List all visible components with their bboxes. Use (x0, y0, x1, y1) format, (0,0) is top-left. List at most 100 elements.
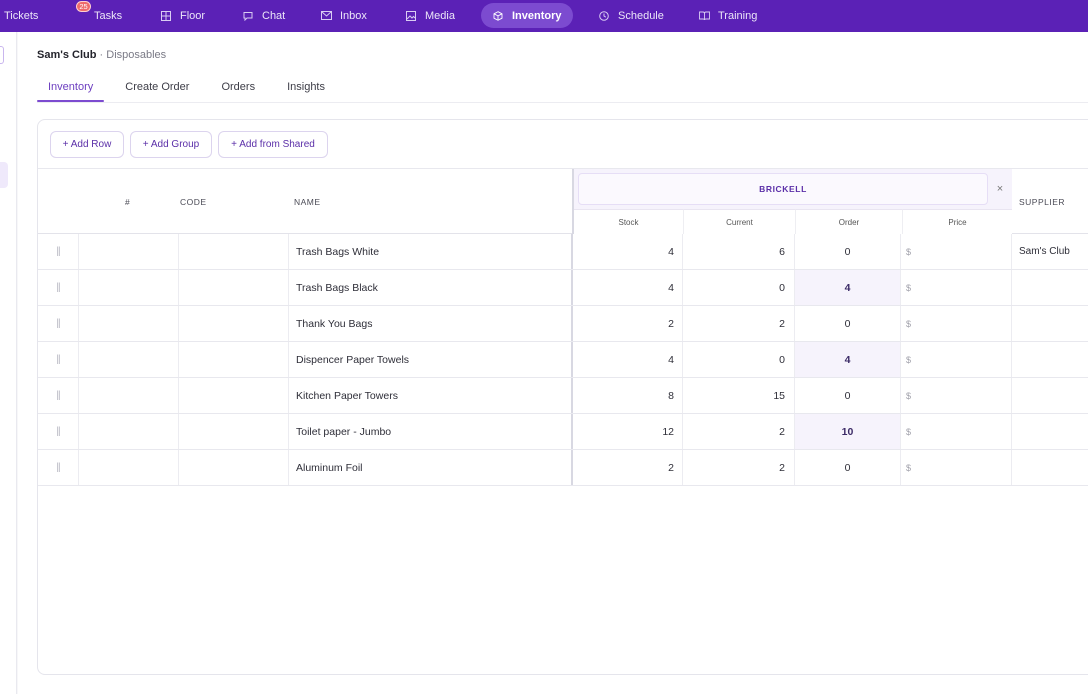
header-name[interactable]: NAME (294, 197, 321, 207)
add-group-button[interactable]: + Add Group (130, 131, 212, 158)
order-cell[interactable]: 0 (844, 461, 851, 474)
supplier-cell[interactable] (1019, 414, 1088, 449)
location-name[interactable]: BRICKELL (578, 173, 988, 205)
close-icon[interactable]: × (996, 183, 1004, 195)
top-nav: Tickets 25 Tasks Floor Chat Inbox Media … (0, 0, 1088, 32)
code-cell[interactable] (179, 342, 288, 377)
nav-item-media[interactable]: Media (405, 3, 455, 28)
column-divider (288, 306, 289, 341)
row-number-cell[interactable] (79, 306, 178, 341)
price-cell[interactable]: $ (906, 354, 912, 365)
item-name-cell[interactable]: Toilet paper - Jumbo (296, 425, 392, 438)
header-code[interactable]: CODE (180, 197, 207, 207)
supplier-cell[interactable] (1019, 378, 1088, 413)
tab-insights[interactable]: Insights (287, 81, 325, 93)
supplier-cell[interactable] (1019, 306, 1088, 341)
row-number-cell[interactable] (79, 414, 178, 449)
order-cell[interactable]: 0 (844, 245, 851, 258)
stock-cell[interactable]: 2 (668, 461, 674, 474)
drag-handle-icon[interactable]: || (56, 426, 60, 437)
price-cell[interactable]: $ (906, 318, 912, 329)
nav-item-schedule[interactable]: Schedule (598, 3, 664, 28)
nav-item-floor[interactable]: Floor (160, 3, 205, 28)
stock-cell[interactable]: 2 (668, 317, 674, 330)
table-row[interactable]: || Dispencer Paper Towels 4 0 4 $ (38, 342, 1088, 378)
order-cell[interactable]: 4 (795, 270, 900, 305)
code-cell[interactable] (179, 414, 288, 449)
item-name-cell[interactable]: Aluminum Foil (296, 461, 363, 474)
drag-handle-icon[interactable]: || (56, 318, 60, 329)
rail-selected-item[interactable] (0, 162, 8, 188)
price-cell[interactable]: $ (906, 462, 912, 473)
item-name-cell[interactable]: Dispencer Paper Towels (296, 353, 410, 366)
row-number-cell[interactable] (79, 378, 178, 413)
code-cell[interactable] (179, 378, 288, 413)
column-divider (1011, 234, 1012, 269)
code-cell[interactable] (179, 450, 288, 485)
supplier-cell[interactable] (1019, 342, 1088, 377)
tab-create-order[interactable]: Create Order (125, 81, 190, 93)
current-cell[interactable]: 0 (779, 353, 785, 366)
price-cell[interactable]: $ (906, 282, 912, 293)
column-divider (178, 306, 179, 341)
nav-item-inventory[interactable]: Inventory (481, 3, 573, 28)
order-cell[interactable]: 4 (795, 342, 900, 377)
add-row-button[interactable]: + Add Row (50, 131, 124, 158)
header-supplier[interactable]: SUPPLIER (1019, 197, 1066, 207)
supplier-cell[interactable]: Sam's Club (1019, 246, 1070, 257)
nav-item-inbox[interactable]: Inbox (320, 3, 367, 28)
stock-cell[interactable]: 4 (668, 245, 674, 258)
item-name-cell[interactable]: Trash Bags Black (296, 281, 378, 294)
table-row[interactable]: || Trash Bags Black 4 0 4 $ (38, 270, 1088, 306)
order-cell[interactable]: 10 (795, 414, 900, 449)
add-from-shared-button[interactable]: + Add from Shared (218, 131, 328, 158)
supplier-cell[interactable] (1019, 270, 1088, 305)
drag-handle-icon[interactable]: || (56, 462, 60, 473)
drag-handle-icon[interactable]: || (56, 390, 60, 401)
price-cell[interactable]: $ (906, 390, 912, 401)
table-row[interactable]: || Trash Bags White 4 6 0 $ Sam's Club (38, 234, 1088, 270)
row-number-cell[interactable] (79, 234, 178, 269)
code-cell[interactable] (179, 270, 288, 305)
table-row[interactable]: || Thank You Bags 2 2 0 $ (38, 306, 1088, 342)
order-cell[interactable]: 0 (844, 389, 851, 402)
current-cell[interactable]: 15 (773, 389, 785, 402)
current-cell[interactable]: 6 (779, 245, 785, 258)
price-cell[interactable]: $ (906, 246, 912, 257)
current-cell[interactable]: 0 (779, 281, 785, 294)
stock-cell[interactable]: 12 (662, 425, 674, 438)
column-divider (288, 342, 289, 377)
item-name-cell[interactable]: Thank You Bags (296, 317, 373, 330)
drag-handle-icon[interactable]: || (56, 354, 60, 365)
current-cell[interactable]: 2 (779, 317, 785, 330)
price-cell[interactable]: $ (906, 426, 912, 437)
table-row[interactable]: || Toilet paper - Jumbo 12 2 10 $ (38, 414, 1088, 450)
row-number-cell[interactable] (79, 270, 178, 305)
nav-item-chat[interactable]: Chat (242, 3, 285, 28)
nav-item-tickets[interactable]: Tickets (4, 3, 38, 28)
row-number-cell[interactable] (79, 450, 178, 485)
tab-inventory[interactable]: Inventory (37, 80, 105, 102)
current-cell[interactable]: 2 (779, 461, 785, 474)
row-number-cell[interactable] (79, 342, 178, 377)
column-divider (794, 270, 795, 305)
nav-item-tasks[interactable]: 25 Tasks (76, 1, 122, 28)
nav-item-training[interactable]: Training (698, 3, 757, 28)
code-cell[interactable] (179, 234, 288, 269)
current-cell[interactable]: 2 (779, 425, 785, 438)
order-cell[interactable]: 0 (844, 317, 851, 330)
drag-handle-icon[interactable]: || (56, 246, 60, 257)
supplier-cell[interactable] (1019, 450, 1088, 485)
item-name-cell[interactable]: Kitchen Paper Towers (296, 389, 398, 402)
code-cell[interactable] (179, 306, 288, 341)
rail-toggle[interactable] (0, 46, 4, 64)
stock-cell[interactable]: 8 (668, 389, 674, 402)
breadcrumb-store[interactable]: Sam's Club (37, 49, 97, 61)
drag-handle-icon[interactable]: || (56, 282, 60, 293)
tab-orders[interactable]: Orders (221, 81, 256, 93)
item-name-cell[interactable]: Trash Bags White (296, 245, 380, 258)
stock-cell[interactable]: 4 (668, 281, 674, 294)
table-row[interactable]: || Kitchen Paper Towers 8 15 0 $ (38, 378, 1088, 414)
stock-cell[interactable]: 4 (668, 353, 674, 366)
table-row[interactable]: || Aluminum Foil 2 2 0 $ (38, 450, 1088, 486)
